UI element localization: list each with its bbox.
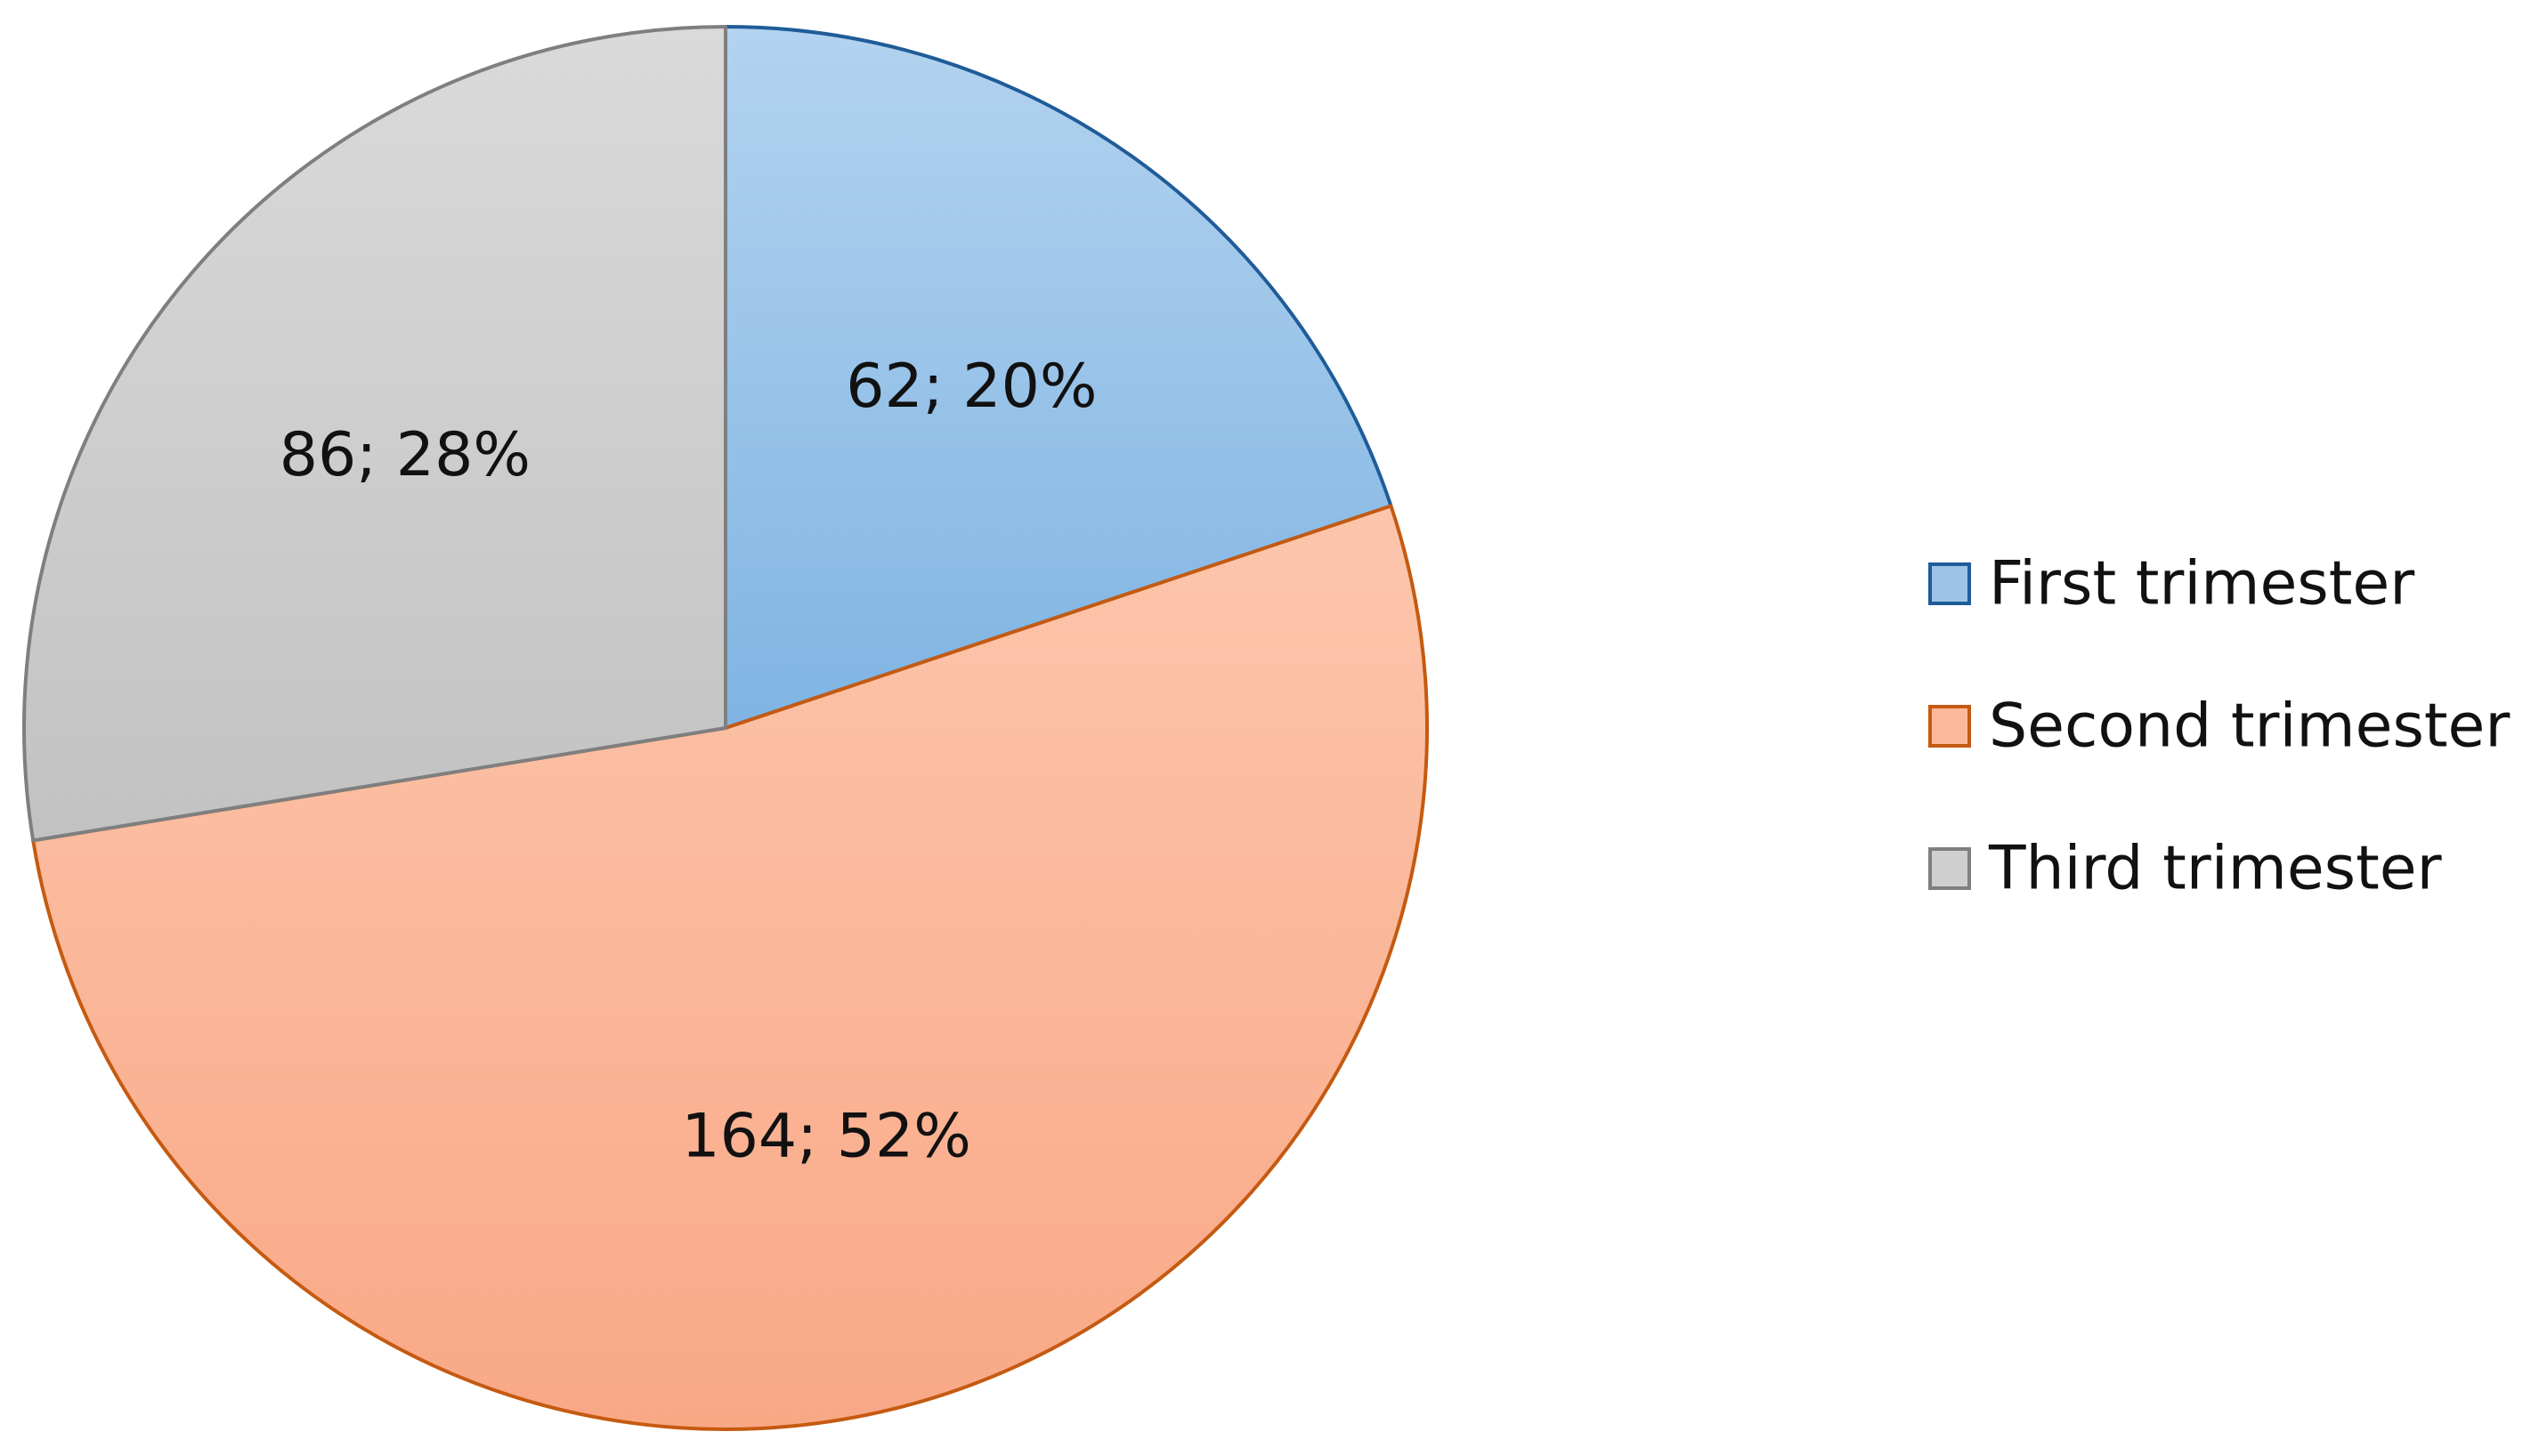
legend-label-third-trimester: Third trimester bbox=[1988, 834, 2442, 904]
pie-data-labels: 62; 20% 164; 52% 86; 28% bbox=[280, 352, 1098, 1172]
pie-slice-second-trimester bbox=[31, 504, 1429, 1431]
data-label-first-trimester: 62; 20% bbox=[846, 352, 1097, 422]
pie-slices bbox=[22, 25, 1429, 1431]
legend-label-first-trimester: First trimester bbox=[1989, 549, 2414, 619]
legend-swatch-first-trimester bbox=[1928, 562, 1971, 605]
pie-slice-third-trimester bbox=[22, 25, 727, 843]
legend-swatch-second-trimester bbox=[1928, 705, 1971, 748]
legend-label-second-trimester: Second trimester bbox=[1989, 692, 2510, 762]
legend: First trimester Second trimester Third tri… bbox=[1928, 549, 2510, 904]
data-label-third-trimester: 86; 28% bbox=[280, 420, 531, 490]
pie-slice-first-trimester bbox=[724, 25, 1393, 730]
legend-swatch-third-trimester bbox=[1928, 847, 1971, 890]
data-label-second-trimester: 164; 52% bbox=[681, 1102, 970, 1172]
